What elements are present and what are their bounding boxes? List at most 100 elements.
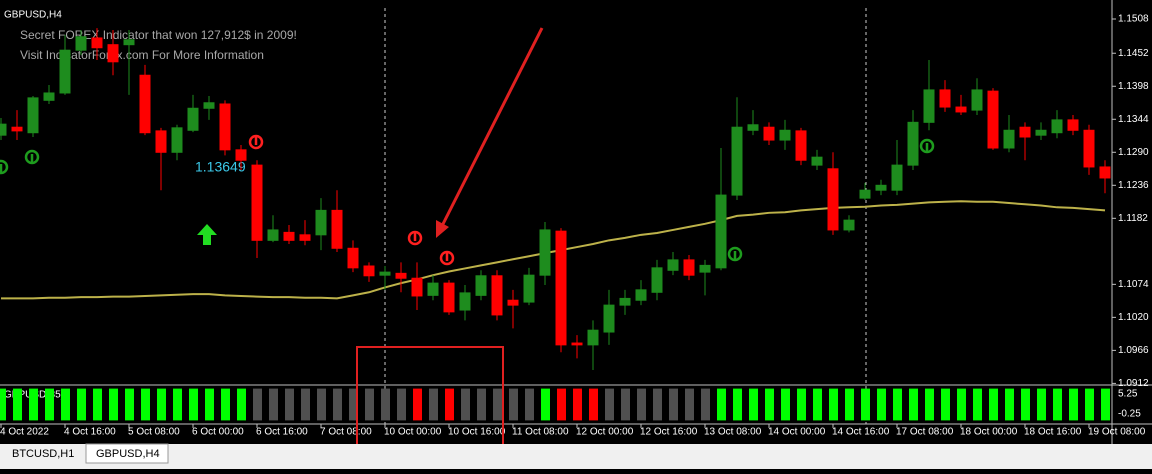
candle-body	[555, 230, 567, 346]
candle-body	[155, 130, 167, 153]
histogram-bar	[1053, 388, 1062, 421]
x-tick-label: 11 Oct 08:00	[512, 427, 569, 438]
buy-signal	[0, 159, 9, 175]
candle-body	[875, 184, 887, 191]
histogram-bar	[589, 388, 598, 421]
tab-active[interactable]	[85, 443, 169, 464]
candle-body	[43, 92, 55, 101]
candle-body	[347, 247, 359, 269]
candle-body	[763, 126, 775, 141]
chart-background	[0, 0, 1152, 444]
histogram-bar	[61, 388, 70, 421]
candle-body	[587, 329, 599, 346]
tab-label[interactable]: BTCUSD,H1	[12, 448, 74, 460]
y-tick-label: 1.1236	[1118, 180, 1149, 191]
candle-body	[603, 304, 615, 333]
histogram-bar	[317, 388, 326, 421]
y-tick-label: -0.25	[1118, 409, 1141, 420]
histogram-bar	[893, 388, 902, 421]
histogram-bar	[0, 388, 6, 421]
histogram-bar	[813, 388, 822, 421]
candle-body	[1019, 126, 1031, 138]
histogram-bar	[45, 388, 54, 421]
chart-title: GBPUSD,H4	[4, 10, 62, 21]
y-tick-label: 1.1290	[1118, 147, 1149, 158]
tab-label[interactable]: GBPUSD,H4	[96, 448, 160, 460]
candle-body	[699, 264, 711, 273]
histogram-bar	[845, 388, 854, 421]
candle-body	[523, 274, 535, 303]
candle-body	[939, 89, 951, 108]
histogram-bar	[717, 388, 726, 421]
histogram-bar	[941, 388, 950, 421]
candle-body	[0, 123, 7, 136]
plot: 1.1508 1.1452 1.1398 1.1344 1.1290 1.1236 1.11…	[0, 14, 1149, 438]
candle-body	[187, 107, 199, 131]
y-tick-label: 1.1020	[1118, 312, 1149, 323]
candle-body	[651, 267, 663, 293]
histogram-bar	[221, 388, 230, 421]
candle-body	[827, 168, 839, 231]
candle-body	[1035, 129, 1047, 136]
candle-body	[459, 292, 471, 311]
histogram-bar	[173, 388, 182, 421]
histogram-bar	[509, 388, 518, 421]
y-tick-label: 1.1508	[1118, 14, 1149, 25]
candle-body	[1099, 166, 1111, 179]
candle-body	[171, 127, 183, 153]
histogram-bar	[205, 388, 214, 421]
candle-body	[971, 89, 983, 111]
candle-body	[539, 229, 551, 276]
candle-body	[683, 259, 695, 276]
histogram-bar	[765, 388, 774, 421]
candle-body	[107, 44, 119, 63]
x-tick-label: 10 Oct 16:00	[448, 427, 506, 438]
candle-body	[907, 121, 919, 166]
histogram-bar	[797, 388, 806, 421]
histogram-bar	[141, 388, 150, 421]
x-tick-label: 4 Oct 16:00	[64, 427, 116, 438]
candle-body	[427, 282, 439, 296]
histogram-bar	[349, 388, 358, 421]
tab-bar	[0, 444, 1152, 469]
candle-body	[619, 297, 631, 306]
candle-body	[859, 189, 871, 199]
histogram-bar	[365, 388, 374, 421]
histogram-bar	[925, 388, 934, 421]
histogram-bar	[1005, 388, 1014, 421]
histogram-bar	[909, 388, 918, 421]
x-tick-label: 18 Oct 00:00	[960, 427, 1018, 438]
y-tick-label: 1.1074	[1118, 279, 1149, 290]
histogram-bar	[957, 388, 966, 421]
histogram-bar	[669, 388, 678, 421]
histogram-bar	[653, 388, 662, 421]
candle-body	[891, 164, 903, 191]
histogram-bar	[93, 388, 102, 421]
histogram-bar	[413, 388, 422, 421]
candle-body	[363, 265, 375, 277]
candle-body	[91, 37, 103, 49]
x-tick-label: 19 Oct 08:00	[1088, 427, 1146, 438]
histogram-bar	[125, 388, 134, 421]
histogram-bar	[1037, 388, 1046, 421]
histogram-bar	[829, 388, 838, 421]
candle-body	[923, 89, 935, 123]
annotation-arrow	[440, 27, 544, 227]
candle-body	[75, 36, 87, 51]
x-tick-label: 12 Oct 16:00	[640, 427, 698, 438]
histogram-bar	[13, 388, 22, 421]
signal-icons	[0, 134, 935, 266]
x-tick-label: 13 Oct 08:00	[704, 427, 762, 438]
sell-signal	[439, 250, 455, 266]
candle-body	[331, 209, 343, 249]
histogram-bar	[397, 388, 406, 421]
histogram-bar	[429, 388, 438, 421]
x-tick-label: 5 Oct 08:00	[128, 427, 180, 438]
histogram-bar	[109, 388, 118, 421]
candle-body	[203, 102, 215, 109]
candle-body	[811, 156, 823, 166]
sell-signal	[407, 230, 423, 246]
histogram-bar	[445, 388, 454, 421]
candle-body	[11, 126, 23, 132]
